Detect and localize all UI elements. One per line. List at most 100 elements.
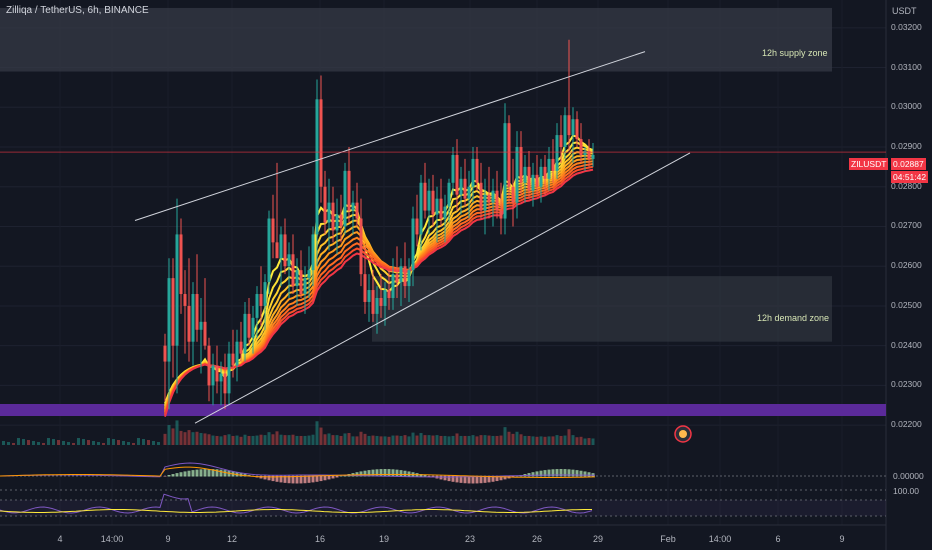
candle-body (551, 158, 555, 171)
volume-bar (547, 436, 551, 445)
candle-body (567, 115, 571, 136)
candle-body (235, 341, 239, 366)
candle-body (491, 190, 495, 203)
macd-histogram-bar (215, 469, 219, 477)
candle-body (323, 186, 327, 223)
grid-lines (0, 0, 887, 550)
volume-bar (283, 435, 287, 445)
volume-bar (583, 438, 587, 445)
macd-histogram-bar (335, 476, 339, 478)
volume-bar (571, 435, 575, 445)
volume-bar (587, 438, 591, 445)
volume-bar (343, 433, 347, 445)
volume-bar (2, 441, 5, 445)
volume-bar (107, 438, 110, 445)
macd-histogram-bar (419, 474, 423, 477)
candle-body (275, 242, 279, 259)
volume-bar (319, 427, 323, 445)
macd-histogram-bar (527, 473, 531, 477)
volume-bar (167, 425, 171, 445)
candle-body (259, 294, 263, 306)
macd-histogram-bar (275, 476, 279, 482)
volume-bar (495, 435, 499, 445)
macd-histogram-bar (391, 469, 395, 477)
macd-histogram-bar (543, 470, 547, 477)
volume-bar (555, 435, 559, 445)
volume-bar (575, 437, 579, 445)
volume-bar (247, 435, 251, 445)
candle-body (343, 170, 347, 227)
candle-body (427, 190, 431, 211)
trendlines[interactable] (134, 51, 691, 424)
price-tag-price: 0.02887 (891, 158, 926, 170)
candle-body (191, 294, 195, 342)
event-badge-icon[interactable] (674, 425, 692, 443)
candle-body (283, 234, 287, 267)
macd-histogram-bar (491, 476, 495, 482)
candle-body (423, 182, 427, 211)
volume-bar (447, 436, 451, 445)
volume-bar (499, 435, 503, 445)
volume-bar (223, 435, 227, 445)
macd-histogram-bar (363, 470, 367, 477)
date-tick-label: 29 (592, 534, 604, 544)
volume-bar (463, 435, 467, 445)
candle-body (507, 123, 511, 187)
price-tick-label: 0.02500 (891, 299, 922, 310)
macd-pane (0, 462, 886, 484)
volume-bar (219, 436, 223, 445)
volume-bar (431, 435, 435, 445)
volume-bar (17, 438, 20, 445)
volume-bar (579, 436, 583, 445)
volume-bar (323, 434, 327, 445)
volume-bar (231, 435, 235, 445)
candle-body (499, 210, 503, 219)
candle-body (163, 345, 167, 362)
price-tag-symbol: ZILUSDT (849, 158, 889, 170)
candle-body (199, 321, 203, 330)
macd-histogram-bar (327, 476, 331, 480)
macd-histogram-bar (267, 476, 271, 481)
currency-label[interactable]: USDT (892, 6, 917, 16)
volume-bar (399, 435, 403, 445)
macd-histogram-bar (319, 476, 323, 482)
candle-body (359, 218, 363, 275)
volume-bar (375, 435, 379, 445)
volume-bar (459, 435, 463, 445)
candle-body (571, 119, 575, 136)
macd-histogram-bar (307, 476, 311, 483)
candle-body (355, 202, 359, 219)
symbol-title[interactable]: Zilliqa / TetherUS, 6h, BINANCE (6, 5, 149, 16)
macd-histogram-bar (199, 469, 203, 477)
price-tag-countdown-text: 04:51:42 (893, 172, 927, 182)
macd-histogram-bar (575, 470, 579, 477)
macd-histogram-bar (479, 476, 483, 484)
candle-body (511, 186, 515, 203)
volume-bar (307, 435, 311, 445)
price-tick-label: 0.02800 (891, 180, 922, 191)
candle-body (311, 234, 315, 271)
macd-histogram-bar (211, 469, 215, 477)
candle-body (459, 178, 463, 195)
demand-zone-label: 12h demand zone (757, 313, 830, 323)
candle-body (203, 321, 207, 346)
volume-bar (479, 435, 483, 445)
candle-body (399, 266, 403, 283)
volume-bar (415, 435, 419, 445)
macd-histogram-bar (379, 469, 383, 477)
macd-histogram-bar (483, 476, 487, 483)
rsi-band (0, 500, 886, 516)
volume-bar (539, 436, 543, 445)
macd-histogram-bar (471, 476, 475, 484)
macd-histogram-bar (187, 470, 191, 477)
macd-histogram-bar (171, 474, 175, 477)
volume-bar (395, 435, 399, 445)
volume-bar (147, 440, 150, 445)
volume-bar (102, 443, 105, 445)
volume-bar (195, 431, 199, 445)
macd-histogram-bar (583, 471, 587, 477)
candle-body (407, 270, 411, 287)
candle-body (335, 214, 339, 231)
volume-bar (543, 436, 547, 445)
